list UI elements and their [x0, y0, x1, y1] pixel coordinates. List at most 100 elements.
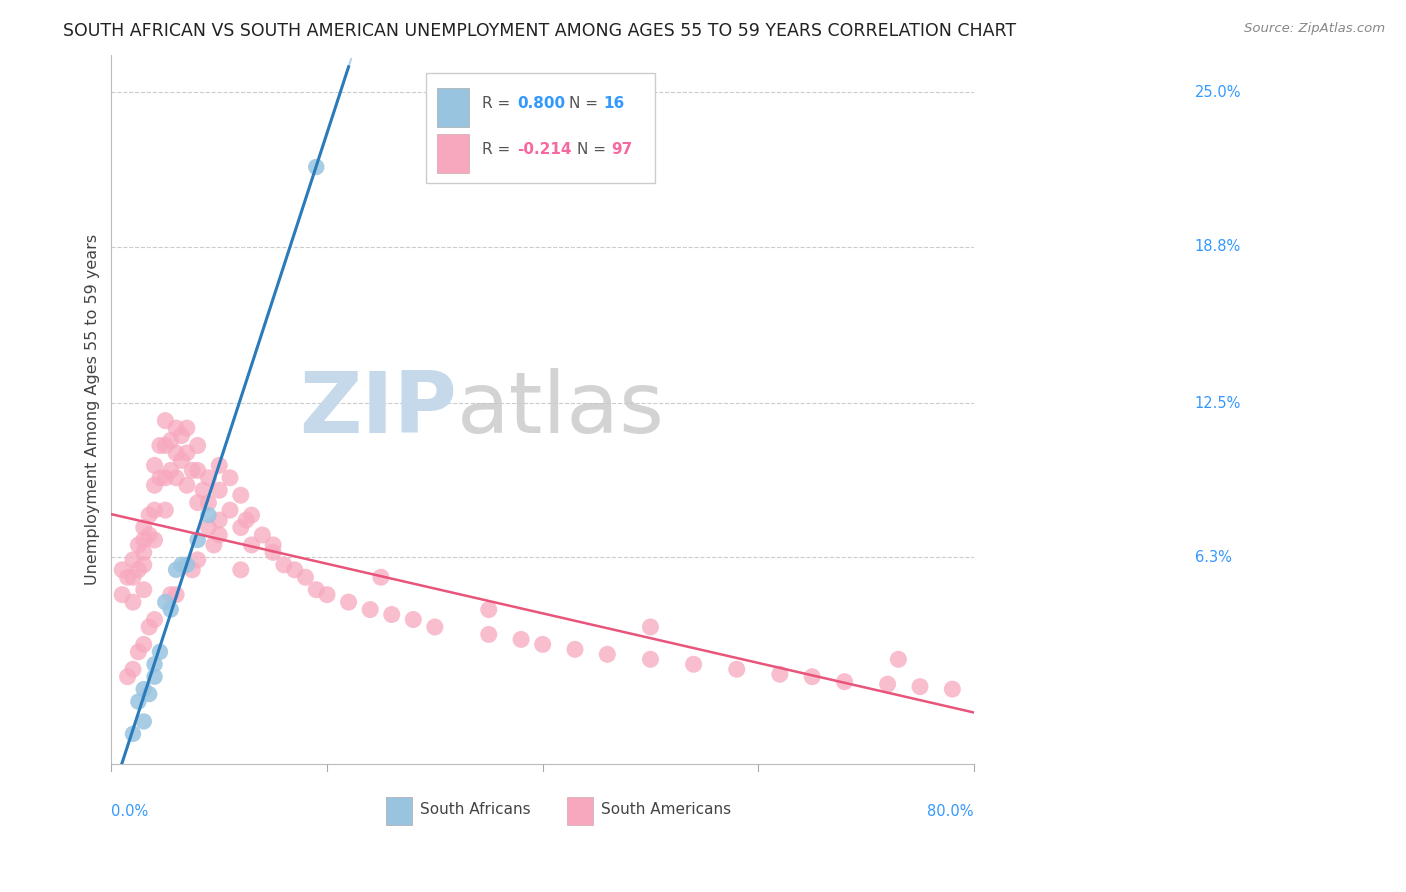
Point	[187, 533, 209, 547]
Point	[273, 558, 295, 572]
Point	[370, 570, 392, 584]
Text: 25.0%: 25.0%	[1195, 85, 1241, 100]
Point	[117, 570, 139, 584]
Point	[149, 645, 172, 659]
Point	[197, 508, 219, 522]
Point	[165, 588, 187, 602]
Point	[187, 438, 209, 452]
Point	[187, 496, 209, 510]
Point	[122, 662, 145, 676]
Point	[337, 595, 360, 609]
Point	[155, 438, 177, 452]
Point	[725, 662, 748, 676]
Point	[240, 508, 263, 522]
Point	[117, 670, 139, 684]
Point	[122, 553, 145, 567]
Text: 16: 16	[603, 96, 624, 112]
Point	[801, 670, 824, 684]
Point	[176, 478, 198, 492]
Point	[219, 503, 242, 517]
Point	[176, 446, 198, 460]
Point	[122, 727, 145, 741]
Point	[159, 602, 181, 616]
Text: 6.3%: 6.3%	[1195, 549, 1232, 565]
Point	[159, 588, 181, 602]
Point	[170, 453, 193, 467]
Point	[640, 652, 662, 666]
Point	[682, 657, 704, 672]
Point	[208, 528, 231, 542]
Point	[305, 160, 328, 174]
Point	[640, 620, 662, 634]
Point	[149, 438, 172, 452]
Point	[122, 595, 145, 609]
Point	[284, 563, 307, 577]
Point	[531, 637, 554, 651]
Point	[197, 496, 219, 510]
Text: 0.0%: 0.0%	[111, 804, 149, 819]
Point	[111, 563, 134, 577]
Point	[143, 613, 166, 627]
Text: 12.5%: 12.5%	[1195, 396, 1241, 410]
FancyBboxPatch shape	[437, 88, 470, 127]
Point	[229, 563, 252, 577]
Point	[132, 558, 155, 572]
Point	[208, 483, 231, 498]
Point	[478, 602, 501, 616]
Point	[402, 613, 425, 627]
Y-axis label: Unemployment Among Ages 55 to 59 years: Unemployment Among Ages 55 to 59 years	[86, 234, 100, 585]
Text: 80.0%: 80.0%	[928, 804, 974, 819]
Point	[252, 528, 274, 542]
Point	[202, 538, 225, 552]
Point	[478, 627, 501, 641]
Point	[159, 434, 181, 448]
Point	[132, 682, 155, 697]
Text: 0.800: 0.800	[517, 96, 565, 112]
Point	[138, 508, 160, 522]
Point	[127, 695, 149, 709]
Point	[170, 558, 193, 572]
Point	[219, 471, 242, 485]
Point	[191, 483, 214, 498]
Point	[165, 446, 187, 460]
Text: -0.214: -0.214	[517, 143, 571, 157]
Point	[143, 533, 166, 547]
Point	[165, 471, 187, 485]
Point	[170, 428, 193, 442]
Text: R =: R =	[482, 143, 516, 157]
Point	[834, 674, 856, 689]
FancyBboxPatch shape	[567, 797, 593, 825]
FancyBboxPatch shape	[437, 134, 470, 173]
Point	[111, 588, 134, 602]
Point	[143, 670, 166, 684]
Point	[181, 463, 204, 477]
Point	[132, 582, 155, 597]
Point	[127, 645, 149, 659]
Point	[159, 463, 181, 477]
Point	[908, 680, 931, 694]
Point	[941, 682, 963, 697]
Point	[229, 488, 252, 502]
Text: SOUTH AFRICAN VS SOUTH AMERICAN UNEMPLOYMENT AMONG AGES 55 TO 59 YEARS CORRELATI: SOUTH AFRICAN VS SOUTH AMERICAN UNEMPLOY…	[63, 22, 1017, 40]
Text: 97: 97	[612, 143, 633, 157]
Point	[229, 520, 252, 534]
Point	[876, 677, 898, 691]
Point	[294, 570, 316, 584]
Point	[769, 667, 792, 681]
Point	[132, 520, 155, 534]
Point	[122, 570, 145, 584]
Point	[155, 414, 177, 428]
FancyBboxPatch shape	[385, 797, 412, 825]
Point	[155, 503, 177, 517]
Point	[181, 563, 204, 577]
Point	[132, 637, 155, 651]
Point	[596, 648, 619, 662]
Text: R =: R =	[482, 96, 516, 112]
Text: N =: N =	[576, 143, 612, 157]
Text: Source: ZipAtlas.com: Source: ZipAtlas.com	[1244, 22, 1385, 36]
Text: ZIP: ZIP	[298, 368, 457, 451]
FancyBboxPatch shape	[426, 73, 655, 183]
Point	[143, 503, 166, 517]
Point	[262, 538, 284, 552]
Point	[197, 520, 219, 534]
